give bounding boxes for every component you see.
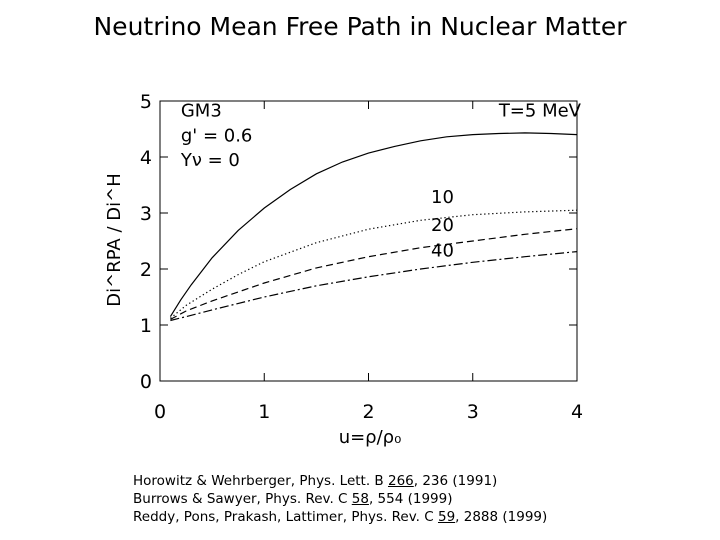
annotation: Yν = 0 <box>180 150 240 171</box>
reference-line: Horowitz & Wehrberger, Phys. Lett. B 266… <box>133 472 547 490</box>
series-line <box>170 209 578 319</box>
series-label: 10 <box>431 187 454 208</box>
x-tick-label: 4 <box>571 401 583 423</box>
series-labels: T=5 MeV 10 20 40 <box>431 101 582 262</box>
series-line <box>170 251 578 322</box>
x-tick-label: 0 <box>154 401 166 423</box>
series-line <box>169 132 578 317</box>
reference-text: , 554 (1999) <box>368 491 453 507</box>
y-tick-label: 0 <box>140 371 152 393</box>
tick-marks <box>159 100 578 382</box>
reference-text: Horowitz & Wehrberger, Phys. Lett. B <box>133 473 388 489</box>
x-tick-label: 2 <box>362 401 374 423</box>
annotations: GM3 g' = 0.6 Yν = 0 <box>180 101 253 171</box>
series-line <box>170 228 578 320</box>
series-label: 40 <box>431 241 454 262</box>
reference-volume: 266 <box>387 473 414 489</box>
y-tick-label: 2 <box>140 259 152 281</box>
reference-text: , 2888 (1999) <box>455 509 548 525</box>
y-tick-label: 3 <box>140 203 152 225</box>
y-tick-label: 5 <box>140 91 152 113</box>
reference-line: Burrows & Sawyer, Phys. Rev. C 58, 554 (… <box>133 490 547 508</box>
series-label: 20 <box>431 215 454 236</box>
x-tick-label: 1 <box>258 401 270 423</box>
x-tick-label: 3 <box>467 401 479 423</box>
references: Horowitz & Wehrberger, Phys. Lett. B 266… <box>133 472 547 526</box>
x-axis-label: u=ρ/ρ₀ <box>339 427 402 448</box>
annotation: GM3 <box>181 101 222 122</box>
slide-title: Neutrino Mean Free Path in Nuclear Matte… <box>93 12 627 41</box>
y-axis-label: Di^RPA / Di^H <box>104 173 125 306</box>
y-tick-label: 4 <box>140 147 152 169</box>
reference-volume: 59 <box>437 509 456 525</box>
series-lines <box>169 132 578 322</box>
series-label: T=5 MeV <box>498 101 582 122</box>
reference-volume: 58 <box>351 491 369 507</box>
reference-text: Reddy, Pons, Prakash, Lattimer, Phys. Re… <box>133 509 438 525</box>
annotation: g' = 0.6 <box>181 125 253 146</box>
reference-text: , 236 (1991) <box>413 473 498 489</box>
reference-line: Reddy, Pons, Prakash, Lattimer, Phys. Re… <box>133 508 547 526</box>
reference-text: Burrows & Sawyer, Phys. Rev. C <box>133 491 352 507</box>
y-tick-label: 1 <box>140 315 152 337</box>
